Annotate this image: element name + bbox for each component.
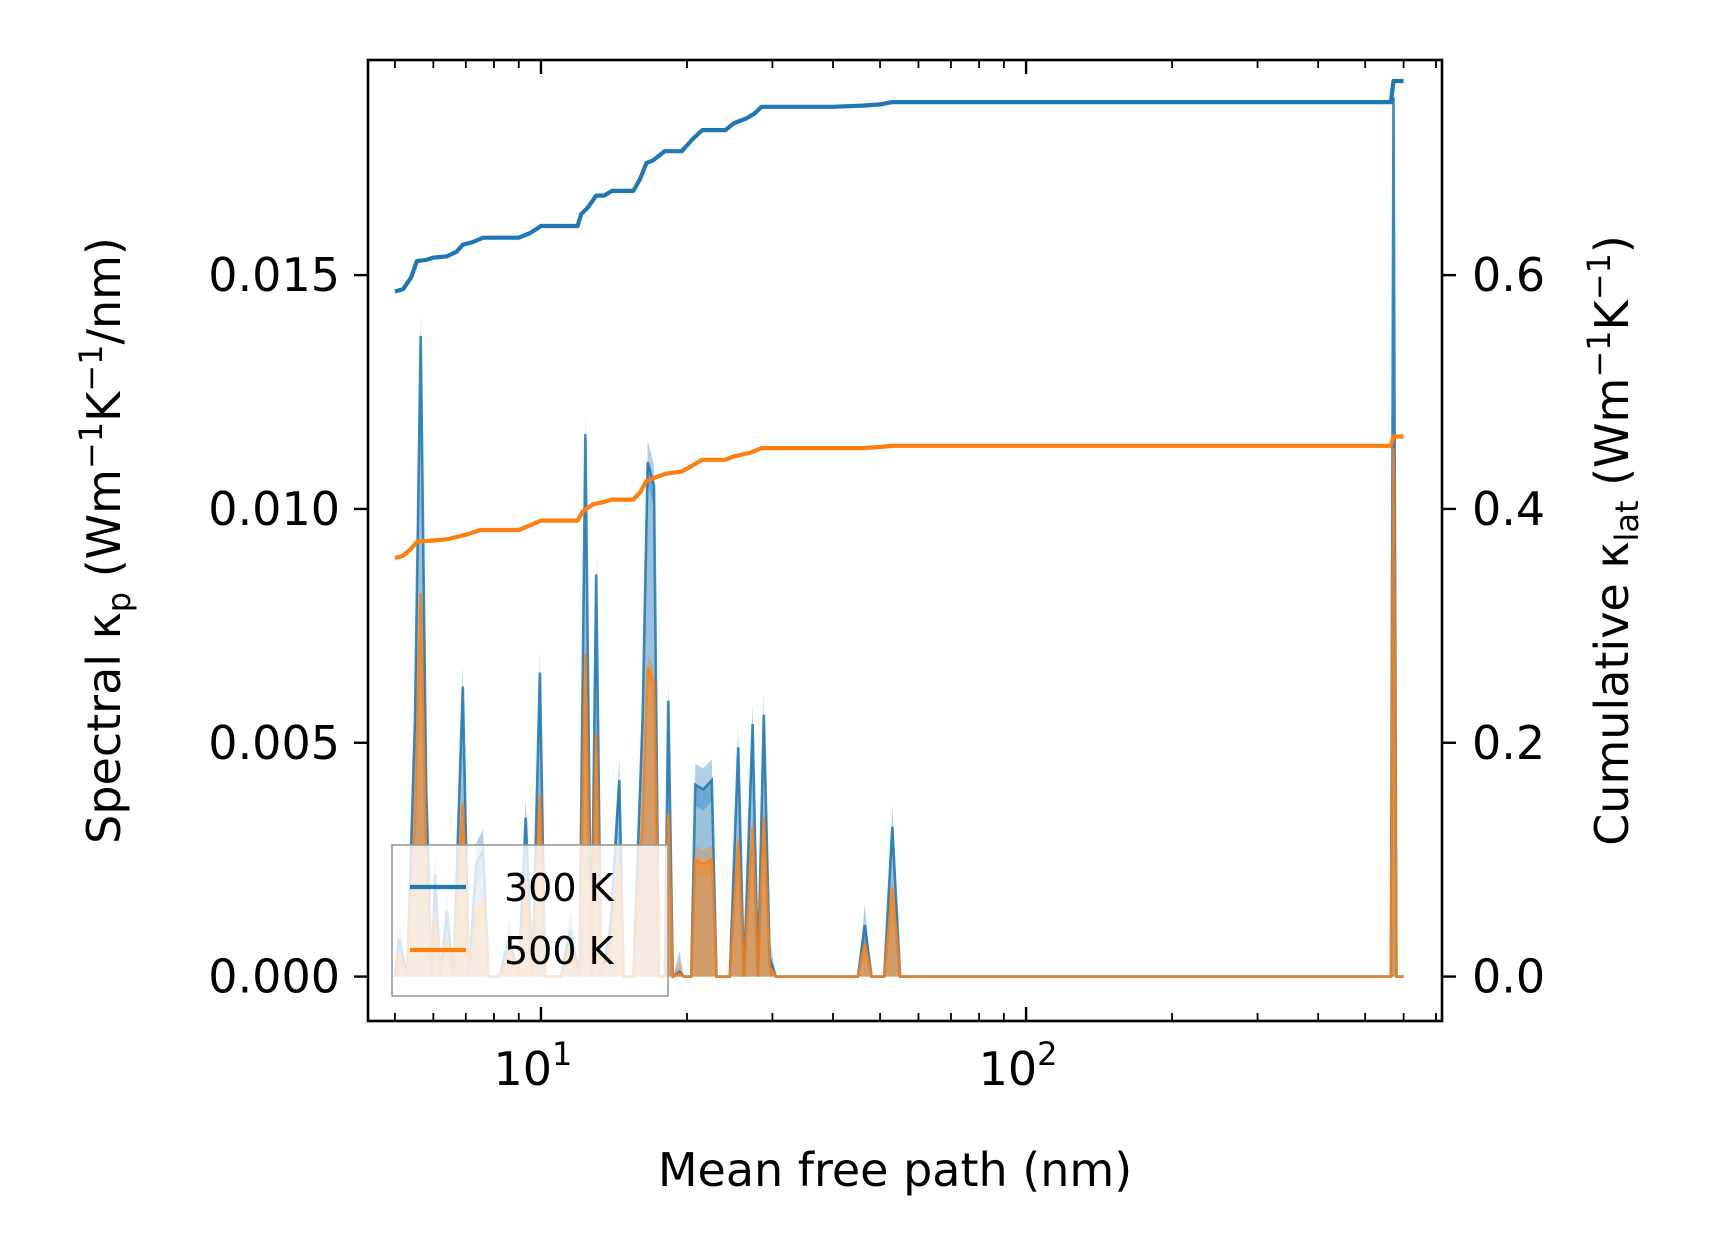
plot-frame (366, 58, 1444, 1023)
legend: 300 K 500 K (391, 844, 669, 997)
legend-label-0: 300 K (504, 866, 615, 910)
spectral-bands (394, 76, 1404, 977)
legend-label-1: 500 K (504, 929, 615, 973)
series-lines (393, 78, 1404, 980)
y-tick-label-1: 0.005 (208, 716, 340, 770)
y2-tick-label-3: 0.6 (1472, 248, 1545, 302)
x-tick-label-1: 102 (979, 1035, 1058, 1096)
axis-ticks (354, 60, 1456, 1021)
band-300-k (394, 76, 1404, 977)
axis-titles: Mean free path (nm) Spectral κp (Wm−1K−1/… (72, 235, 1646, 1197)
y-tick-label-0: 0.000 (208, 950, 340, 1004)
y2-tick-label-0: 0.0 (1472, 950, 1545, 1004)
y-tick-label-3: 0.015 (208, 248, 340, 302)
y-axis-title: Spectral κp (Wm−1K−1/nm) (72, 237, 138, 844)
line-300-k-cumulative (394, 78, 1404, 294)
x-axis-title: Mean free path (nm) (658, 1143, 1132, 1197)
y2-axis-title: Cumulative κlat (Wm−1K−1) (1580, 235, 1646, 846)
y2-tick-label-1: 0.2 (1472, 716, 1545, 770)
axis-tick-labels: 101 102 0.000 0.005 0.010 0.015 0.0 0.2 0.4 0.6 (208, 248, 1545, 1096)
legend-box (391, 844, 669, 997)
x-tick-label-0: 101 (494, 1035, 573, 1096)
y2-tick-label-2: 0.4 (1472, 482, 1545, 536)
line-500-k-cumulative (394, 434, 1404, 561)
y-tick-label-2: 0.010 (208, 482, 340, 536)
